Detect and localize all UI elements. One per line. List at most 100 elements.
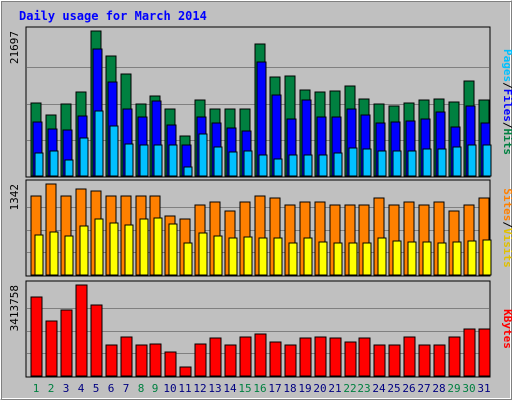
x-tick-label-day-17: 17 xyxy=(268,382,281,395)
bar-kbytes-day-14 xyxy=(224,344,237,377)
x-tick-label-day-21: 21 xyxy=(328,382,341,395)
x-tick-label-day-31: 31 xyxy=(477,382,490,395)
x-tick-label-day-4: 4 xyxy=(78,382,85,395)
bar-sites-day-4 xyxy=(79,225,89,276)
bar-kbytes-day-22 xyxy=(344,341,357,377)
bar-sites-day-21 xyxy=(333,242,343,276)
chart-title: Daily usage for March 2014 xyxy=(19,9,207,23)
bar-pages-day-29 xyxy=(452,146,462,177)
x-tick-label-day-28: 28 xyxy=(432,382,445,395)
bar-sites-day-10 xyxy=(168,223,178,276)
x-tick-label-day-24: 24 xyxy=(372,382,386,395)
bar-pages-day-26 xyxy=(407,150,417,177)
bar-sites-day-28 xyxy=(437,242,447,276)
panel-hits-files-pages: 21697 Pages/Files/Hits xyxy=(8,26,512,178)
x-tick-label-day-12: 12 xyxy=(193,382,206,395)
x-tick-label-day-16: 16 xyxy=(253,382,266,395)
bar-sites-day-3 xyxy=(64,235,74,276)
bar-sites-day-13 xyxy=(213,235,223,276)
side-legend-item: / xyxy=(501,122,512,129)
chart-panels: 21697Pages/Files/Hits1342Sites/Visits341… xyxy=(8,26,512,378)
y-max-label: 3413758 xyxy=(8,285,21,331)
bar-kbytes-day-11 xyxy=(179,366,192,377)
bar-kbytes-day-23 xyxy=(358,337,371,377)
bar-pages-day-28 xyxy=(437,148,447,177)
bar-sites-day-14 xyxy=(228,237,238,276)
bar-kbytes-day-5 xyxy=(90,304,103,377)
bar-pages-day-7 xyxy=(124,143,134,177)
x-tick-label-day-25: 25 xyxy=(387,382,400,395)
bar-kbytes-day-16 xyxy=(254,333,267,377)
bar-sites-day-7 xyxy=(124,224,134,276)
x-tick-label-day-7: 7 xyxy=(123,382,130,395)
x-tick-label-day-8: 8 xyxy=(138,382,145,395)
bar-pages-day-4 xyxy=(79,137,89,177)
bar-sites-day-26 xyxy=(407,241,417,276)
bar-sites-day-6 xyxy=(109,222,119,276)
x-tick-label-day-23: 23 xyxy=(357,382,370,395)
bar-sites-day-12 xyxy=(198,232,208,276)
bar-pages-day-6 xyxy=(109,125,119,177)
bar-pages-day-24 xyxy=(377,150,387,177)
x-tick-label-day-5: 5 xyxy=(93,382,100,395)
panel-visits-sites: 1342 Sites/Visits xyxy=(8,179,512,277)
bar-kbytes-day-29 xyxy=(448,336,461,377)
bar-kbytes-day-15 xyxy=(239,336,252,377)
side-legend-item: Visits xyxy=(501,228,512,268)
x-tick-label-day-2: 2 xyxy=(48,382,55,395)
bar-sites-day-9 xyxy=(153,217,163,276)
y-max-label: 21697 xyxy=(8,31,21,64)
bar-pages-day-10 xyxy=(168,144,178,177)
x-tick-label-day-26: 26 xyxy=(402,382,415,395)
bar-sites-day-24 xyxy=(377,237,387,276)
side-legend-item: Hits xyxy=(501,129,512,156)
bar-sites-day-19 xyxy=(303,237,313,276)
bar-kbytes-day-8 xyxy=(135,344,148,377)
bar-pages-day-31 xyxy=(482,144,492,177)
bar-pages-day-16 xyxy=(258,154,268,177)
bar-kbytes-day-20 xyxy=(314,336,327,377)
side-legend-item: KBytes xyxy=(501,309,512,349)
x-tick-label-day-13: 13 xyxy=(208,382,221,395)
bar-sites-day-29 xyxy=(452,241,462,276)
x-axis-day-labels: 1 2 3 4 5 6 7 8 9 10 11 12 13 14 15 16 17 18 19 20 21 22 23 24 2… xyxy=(33,382,491,395)
bar-kbytes-day-24 xyxy=(373,344,386,377)
x-tick-label-day-3: 3 xyxy=(63,382,70,395)
bar-pages-day-19 xyxy=(303,154,313,177)
bar-pages-day-13 xyxy=(213,146,223,177)
y-max-label: 1342 xyxy=(8,184,21,211)
bar-sites-day-2 xyxy=(49,231,59,276)
x-tick-label-day-14: 14 xyxy=(223,382,237,395)
bar-kbytes-day-12 xyxy=(194,343,207,377)
bar-pages-day-15 xyxy=(243,150,253,177)
bar-pages-day-5 xyxy=(94,110,104,177)
bar-pages-day-12 xyxy=(198,133,208,177)
panel-kbytes: 3413758 KBytes xyxy=(8,280,512,378)
x-tick-label-day-30: 30 xyxy=(462,382,475,395)
bar-pages-day-22 xyxy=(348,147,358,177)
side-legend-item: Files xyxy=(501,89,512,122)
x-tick-label-day-18: 18 xyxy=(283,382,296,395)
x-tick-label-day-27: 27 xyxy=(417,382,430,395)
bar-kbytes-day-4 xyxy=(75,284,88,377)
bar-sites-day-1 xyxy=(34,234,44,276)
bar-kbytes-day-9 xyxy=(149,343,162,377)
bar-kbytes-day-2 xyxy=(45,320,58,377)
side-legend: Pages/Files/Hits xyxy=(501,49,512,155)
bar-pages-day-21 xyxy=(333,152,343,177)
side-legend: Sites/Visits xyxy=(501,188,512,268)
bar-pages-day-1 xyxy=(34,152,44,177)
bar-kbytes-day-31 xyxy=(478,328,491,377)
bar-kbytes-day-25 xyxy=(388,344,401,377)
bar-sites-day-31 xyxy=(482,239,492,276)
bar-pages-day-23 xyxy=(362,148,372,177)
bar-sites-day-25 xyxy=(392,240,402,276)
x-tick-label-day-20: 20 xyxy=(313,382,326,395)
bar-sites-day-17 xyxy=(273,237,283,276)
bar-kbytes-day-10 xyxy=(164,351,177,377)
side-legend-item: Sites xyxy=(501,188,512,221)
bar-sites-day-23 xyxy=(362,242,372,276)
bar-kbytes-day-13 xyxy=(209,337,222,377)
bar-kbytes-day-26 xyxy=(403,336,416,377)
